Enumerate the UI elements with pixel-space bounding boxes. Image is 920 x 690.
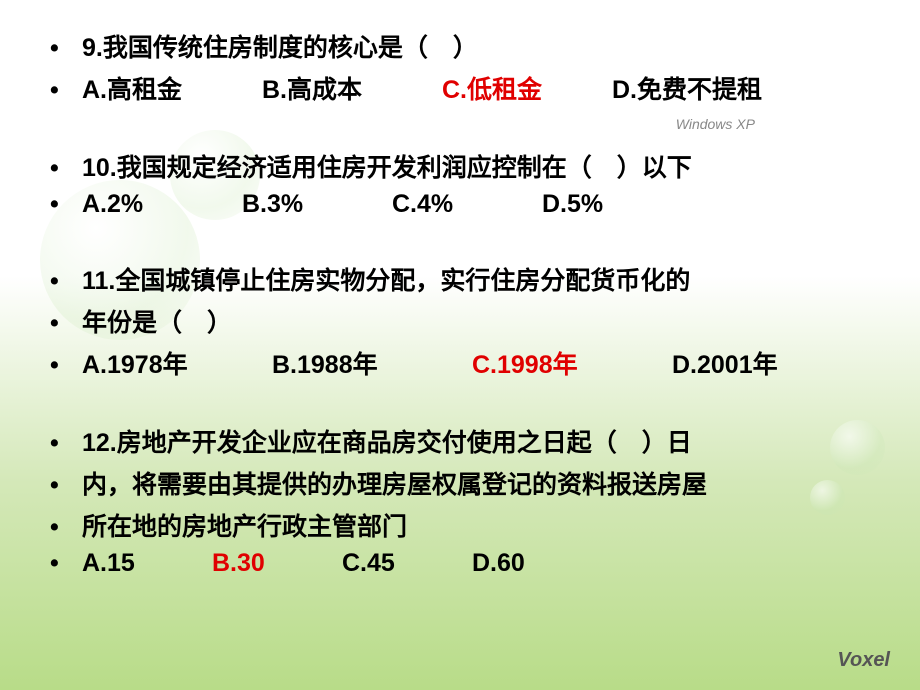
bullet-icon: • [50,267,68,296]
option-b-correct: B.30 [212,549,342,578]
option-c-correct: C.低租金 [442,70,612,106]
slide-content: • 9.我国传统住房制度的核心是（ ） • A.高租金 B.高成本 C.低租金 … [0,0,920,604]
bullet-icon: • [50,76,68,105]
question-11-options: • A.1978年 B.1988年 C.1998年 D.2001年 [50,345,870,381]
question-10-options: • A.2% B.3% C.4% D.5% [50,190,870,219]
question-12-stem-1: • 12.房地产开发企业应在商品房交付使用之日起（ ）日 [50,423,870,459]
question-9-options: • A.高租金 B.高成本 C.低租金 D.免费不提租 [50,70,870,106]
option-c: C.45 [342,549,472,578]
option-a: A.高租金 [82,70,262,106]
bullet-icon: • [50,513,68,542]
options-row: A.15 B.30 C.45 D.60 [82,549,870,578]
question-text: 内，将需要由其提供的办理房屋权属登记的资料报送房屋 [82,465,870,501]
question-9-stem: • 9.我国传统住房制度的核心是（ ） [50,28,870,64]
option-c-correct: C.1998年 [472,345,672,381]
watermark-voxel: Voxel [837,649,890,672]
options-row: A.2% B.3% C.4% D.5% [82,190,870,219]
question-text: 12.房地产开发企业应在商品房交付使用之日起（ ）日 [82,423,870,459]
question-text: 11.全国城镇停止住房实物分配，实行住房分配货币化的 [82,261,870,297]
question-text: 年份是（ ） [82,303,870,339]
option-b: B.1988年 [272,345,472,381]
question-12-stem-2: • 内，将需要由其提供的办理房屋权属登记的资料报送房屋 [50,465,870,501]
option-a: A.15 [82,549,212,578]
option-d: D.2001年 [672,345,778,381]
bullet-icon: • [50,309,68,338]
bullet-icon: • [50,549,68,578]
bullet-icon: • [50,471,68,500]
question-text: 10.我国规定经济适用住房开发利润应控制在（ ）以下 [82,148,870,184]
option-d: D.免费不提租 [612,70,762,106]
bullet-icon: • [50,351,68,380]
question-text: 所在地的房地产行政主管部门 [82,507,870,543]
options-row: A.1978年 B.1988年 C.1998年 D.2001年 [82,345,870,381]
option-b: B.3% [242,190,392,219]
option-b: B.高成本 [262,70,442,106]
question-text: 9.我国传统住房制度的核心是（ ） [82,28,870,64]
options-row: A.高租金 B.高成本 C.低租金 D.免费不提租 [82,70,870,106]
option-d: D.60 [472,549,525,578]
option-a: A.1978年 [82,345,272,381]
bullet-icon: • [50,34,68,63]
bullet-icon: • [50,190,68,219]
question-11-stem-1: • 11.全国城镇停止住房实物分配，实行住房分配货币化的 [50,261,870,297]
question-12-options: • A.15 B.30 C.45 D.60 [50,549,870,578]
question-10-stem: • 10.我国规定经济适用住房开发利润应控制在（ ）以下 [50,148,870,184]
option-d: D.5% [542,190,603,219]
watermark-windows-xp: Windows XP [676,116,755,132]
question-12-stem-3: • 所在地的房地产行政主管部门 [50,507,870,543]
question-11-stem-2: • 年份是（ ） [50,303,870,339]
option-a: A.2% [82,190,242,219]
option-c: C.4% [392,190,542,219]
bullet-icon: • [50,429,68,458]
bullet-icon: • [50,154,68,183]
